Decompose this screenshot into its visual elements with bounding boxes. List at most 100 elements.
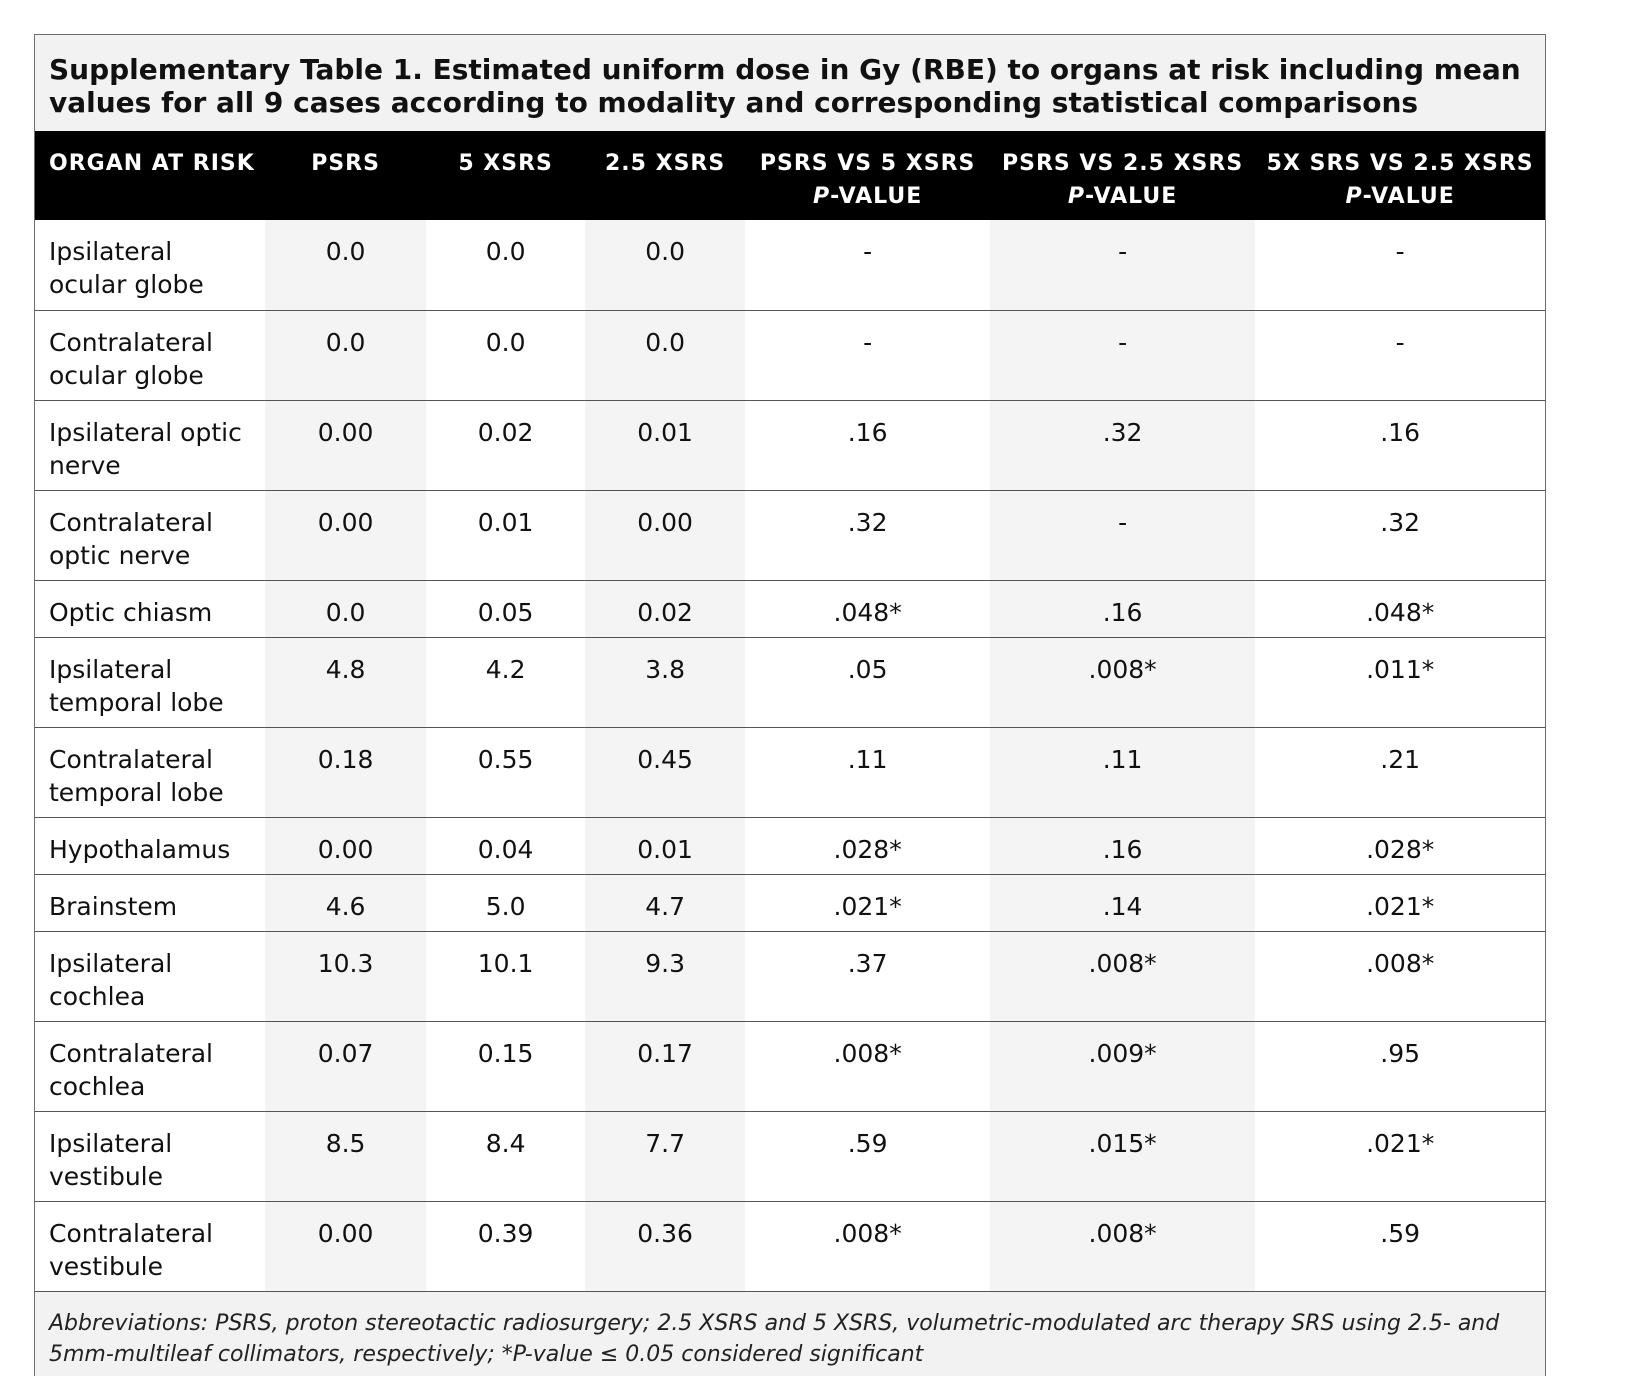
table-row: Ipsilateral optic nerve 0.00 0.02 0.01 .… <box>35 400 1545 491</box>
p1-cell: .048* <box>745 580 990 638</box>
organ-cell: Brainstem <box>35 874 265 932</box>
x5-cell: 0.39 <box>426 1201 585 1292</box>
p1-cell: - <box>745 310 990 401</box>
dose-table: ORGAN AT RISK PSRS 5 XSRS 2.5 XSRS PSRS … <box>35 131 1545 1292</box>
header-p1-p: P <box>812 184 831 209</box>
p2-cell: .32 <box>989 400 1256 491</box>
organ-cell: Contralateral optic nerve <box>35 490 265 581</box>
table-row: Contralateral cochlea 0.07 0.15 0.17 .00… <box>35 1021 1545 1112</box>
x5-cell: 0.05 <box>426 580 585 638</box>
p3-cell: .32 <box>1255 490 1545 581</box>
p3-cell: .021* <box>1255 1111 1545 1202</box>
x5-cell: 5.0 <box>426 874 585 932</box>
table-row: Hypothalamus 0.00 0.04 0.01 .028* .16 .0… <box>35 817 1545 875</box>
table-row: Ipsilateral ocular globe 0.0 0.0 0.0 - -… <box>35 220 1545 311</box>
p2-cell: - <box>989 220 1256 311</box>
organ-cell: Ipsilateral ocular globe <box>35 220 265 311</box>
p3-cell: .011* <box>1255 637 1545 728</box>
x25-cell: 4.7 <box>584 874 746 932</box>
header-5xsrs: 5 XSRS <box>426 131 585 220</box>
x5-cell: 0.0 <box>426 220 585 311</box>
organ-cell: Ipsilateral vestibule <box>35 1111 265 1202</box>
x25-cell: 9.3 <box>584 931 746 1022</box>
x25-cell: 0.01 <box>584 400 746 491</box>
x5-cell: 0.15 <box>426 1021 585 1112</box>
psrs-cell: 8.5 <box>264 1111 427 1202</box>
psrs-cell: 4.6 <box>264 874 427 932</box>
organ-cell: Hypothalamus <box>35 817 265 875</box>
p2-cell: - <box>989 310 1256 401</box>
p2-cell: .16 <box>989 580 1256 638</box>
table-row: Contralateral ocular globe 0.0 0.0 0.0 -… <box>35 310 1545 401</box>
table-frame: Supplementary Table 1. Estimated uniform… <box>34 34 1546 1376</box>
header-p1-line1: PSRS VS 5 XSRS <box>759 151 976 176</box>
table-row: Ipsilateral temporal lobe 4.8 4.2 3.8 .0… <box>35 637 1545 728</box>
p2-cell: .015* <box>989 1111 1256 1202</box>
p3-cell: - <box>1255 220 1545 311</box>
p2-cell: .11 <box>989 727 1256 818</box>
organ-cell: Contralateral ocular globe <box>35 310 265 401</box>
psrs-cell: 0.07 <box>264 1021 427 1112</box>
p3-cell: .95 <box>1255 1021 1545 1112</box>
organ-cell: Contralateral temporal lobe <box>35 727 265 818</box>
p1-cell: .021* <box>745 874 990 932</box>
x25-cell: 3.8 <box>584 637 746 728</box>
table-title: Supplementary Table 1. Estimated uniform… <box>35 35 1545 131</box>
table-footnote: Abbreviations: PSRS, proton stereotactic… <box>35 1291 1545 1376</box>
x5-cell: 0.55 <box>426 727 585 818</box>
x5-cell: 0.02 <box>426 400 585 491</box>
p2-cell: .008* <box>989 931 1256 1022</box>
psrs-cell: 0.00 <box>264 817 427 875</box>
header-psrs-vs-25xsrs: PSRS VS 2.5 XSRS P-VALUE <box>989 131 1256 220</box>
p1-cell: .008* <box>745 1021 990 1112</box>
p3-cell: .16 <box>1255 400 1545 491</box>
x25-cell: 0.01 <box>584 817 746 875</box>
organ-cell: Optic chiasm <box>35 580 265 638</box>
organ-cell: Ipsilateral cochlea <box>35 931 265 1022</box>
psrs-cell: 0.0 <box>264 220 427 311</box>
header-p3-value: -VALUE <box>1362 184 1455 209</box>
p2-cell: .008* <box>989 1201 1256 1292</box>
p3-cell: .048* <box>1255 580 1545 638</box>
p3-cell: .028* <box>1255 817 1545 875</box>
psrs-cell: 0.18 <box>264 727 427 818</box>
header-row: ORGAN AT RISK PSRS 5 XSRS 2.5 XSRS PSRS … <box>35 131 1545 220</box>
table-row: Contralateral optic nerve 0.00 0.01 0.00… <box>35 490 1545 581</box>
x5-cell: 0.01 <box>426 490 585 581</box>
header-p2-line1: PSRS VS 2.5 XSRS <box>1002 151 1244 176</box>
organ-cell: Ipsilateral optic nerve <box>35 400 265 491</box>
header-p2-p: P <box>1067 184 1086 209</box>
x5-cell: 0.0 <box>426 310 585 401</box>
table-row: Brainstem 4.6 5.0 4.7 .021* .14 .021* <box>35 874 1545 932</box>
p1-cell: .11 <box>745 727 990 818</box>
p1-cell: .028* <box>745 817 990 875</box>
header-25xsrs: 2.5 XSRS <box>584 131 746 220</box>
organ-cell: Ipsilateral temporal lobe <box>35 637 265 728</box>
x25-cell: 0.36 <box>584 1201 746 1292</box>
x25-cell: 0.00 <box>584 490 746 581</box>
table-row: Ipsilateral vestibule 8.5 8.4 7.7 .59 .0… <box>35 1111 1545 1202</box>
header-psrs-vs-5xsrs: PSRS VS 5 XSRS P-VALUE <box>745 131 990 220</box>
table-row: Optic chiasm 0.0 0.05 0.02 .048* .16 .04… <box>35 580 1545 638</box>
p1-cell: .05 <box>745 637 990 728</box>
x25-cell: 0.02 <box>584 580 746 638</box>
header-p3-line1: 5X SRS VS 2.5 XSRS <box>1266 151 1534 176</box>
p3-cell: - <box>1255 310 1545 401</box>
x25-cell: 0.45 <box>584 727 746 818</box>
p3-cell: .021* <box>1255 874 1545 932</box>
psrs-cell: 10.3 <box>264 931 427 1022</box>
psrs-cell: 0.0 <box>264 310 427 401</box>
p1-cell: .16 <box>745 400 990 491</box>
p3-cell: .59 <box>1255 1201 1545 1292</box>
header-p1-value: -VALUE <box>830 184 923 209</box>
p2-cell: .008* <box>989 637 1256 728</box>
header-p3-p: P <box>1345 184 1363 209</box>
header-p2-value: -VALUE <box>1085 184 1178 209</box>
organ-cell: Contralateral vestibule <box>35 1201 265 1292</box>
p2-cell: .009* <box>989 1021 1256 1112</box>
x5-cell: 4.2 <box>426 637 585 728</box>
x25-cell: 0.0 <box>584 310 746 401</box>
x25-cell: 0.0 <box>584 220 746 311</box>
header-5xsrs-vs-25xsrs: 5X SRS VS 2.5 XSRS P-VALUE <box>1255 131 1545 220</box>
x25-cell: 0.17 <box>584 1021 746 1112</box>
